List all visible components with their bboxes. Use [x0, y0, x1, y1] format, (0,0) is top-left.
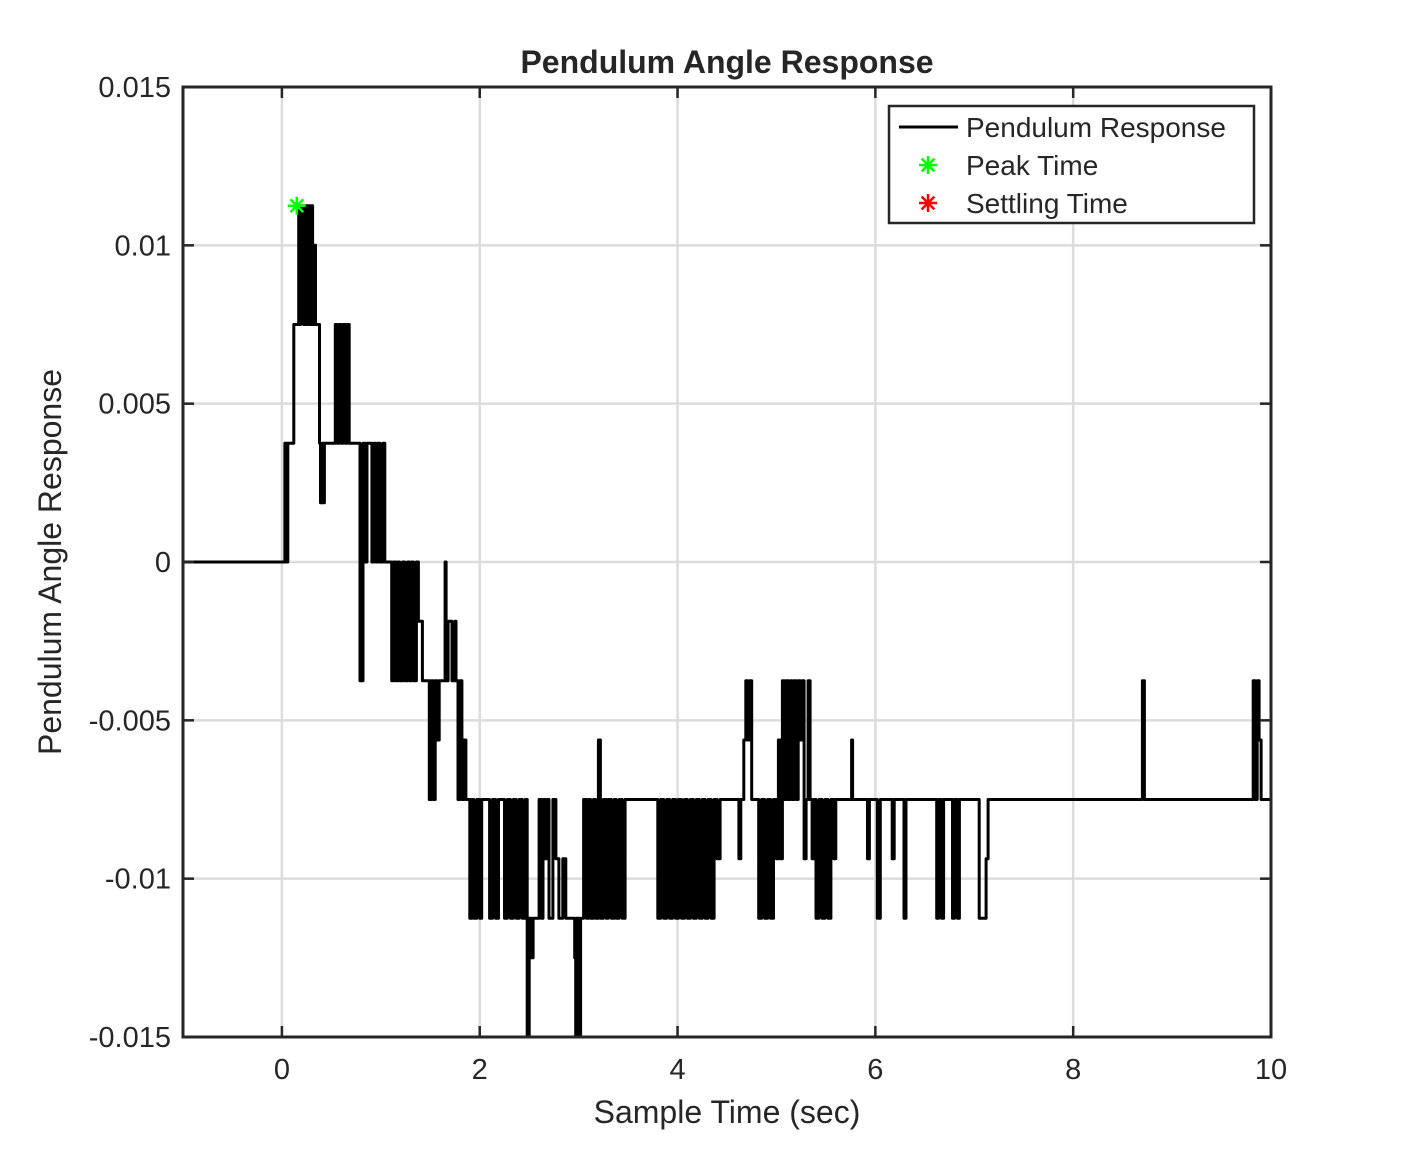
ticks: 0 2 4 6 8 10 -0.015 -0.01 -0.005 0 0.005 0.01 0.015 [89, 72, 1287, 1086]
x-axis-label: Sample Time (sec) [594, 1094, 861, 1130]
grid [183, 85, 1273, 1039]
legend-label: Pendulum Response [966, 112, 1226, 143]
legend-asterisk-swatch [919, 156, 937, 174]
x-tick-label: 6 [867, 1054, 883, 1086]
y-tick-label: -0.01 [105, 864, 171, 896]
series-line-pendulum-response [183, 204, 1271, 1039]
legend: Pendulum Response Peak Time Settling Time [887, 104, 1256, 225]
y-axis-label: Pendulum Angle Response [32, 369, 68, 755]
legend-label: Settling Time [966, 188, 1128, 219]
chart-title: Pendulum Angle Response [520, 44, 933, 80]
x-tick-label: 10 [1255, 1054, 1287, 1086]
legend-label: Peak Time [966, 150, 1098, 181]
x-tick-label: 0 [274, 1054, 290, 1086]
y-tick-label: 0 [155, 547, 171, 579]
y-tick-label: -0.005 [89, 705, 171, 737]
legend-asterisk-swatch [919, 194, 937, 212]
x-tick-label: 8 [1065, 1054, 1081, 1086]
y-tick-label: 0.01 [115, 230, 171, 262]
x-tick-label: 2 [472, 1054, 488, 1086]
marker-layer [287, 196, 306, 215]
x-tick-label: 4 [669, 1054, 685, 1086]
y-tick-label: 0.015 [98, 72, 171, 104]
y-tick-label: -0.015 [89, 1022, 171, 1054]
y-tick-label: 0.005 [98, 389, 171, 421]
peak-time-marker [287, 196, 306, 215]
series-layer [183, 204, 1271, 1039]
